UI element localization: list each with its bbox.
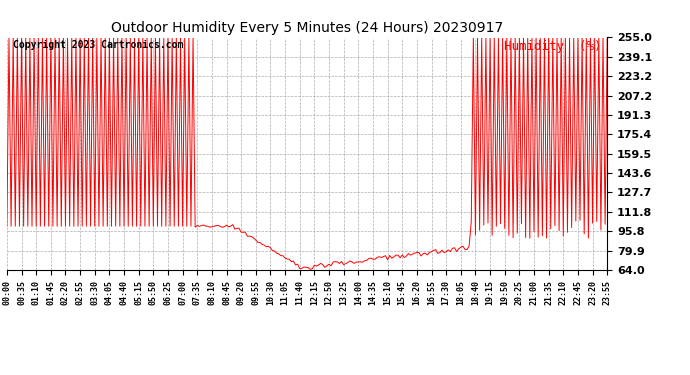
Text: Humidity  (%): Humidity (%) — [504, 40, 601, 53]
Text: Copyright 2023 Cartronics.com: Copyright 2023 Cartronics.com — [13, 40, 184, 50]
Title: Outdoor Humidity Every 5 Minutes (24 Hours) 20230917: Outdoor Humidity Every 5 Minutes (24 Hou… — [111, 21, 503, 35]
